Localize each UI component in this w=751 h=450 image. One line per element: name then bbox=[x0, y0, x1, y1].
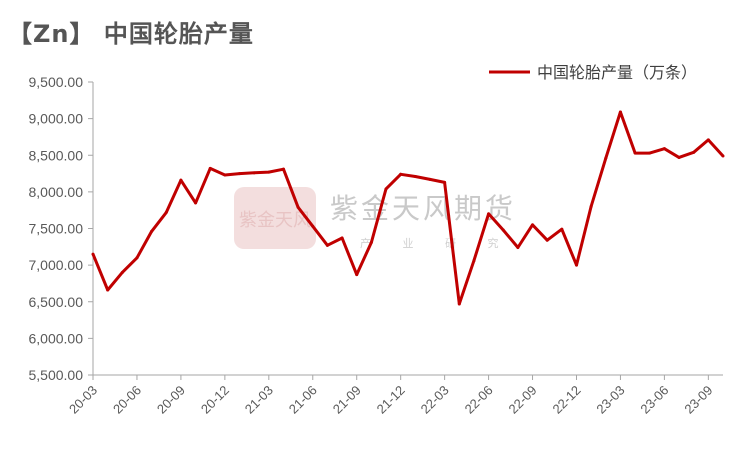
x-tick-label: 20-12 bbox=[198, 383, 232, 417]
data-point bbox=[706, 138, 710, 142]
data-point bbox=[135, 256, 139, 260]
y-tick-label: 9,500.00 bbox=[29, 74, 84, 90]
data-point bbox=[531, 223, 535, 227]
legend-label: 中国轮胎产量（万条） bbox=[537, 63, 697, 82]
data-point bbox=[252, 171, 256, 175]
data-point bbox=[618, 110, 622, 114]
data-point bbox=[208, 166, 212, 170]
data-point bbox=[545, 238, 549, 242]
x-tick-label: 23-03 bbox=[593, 383, 627, 417]
y-tick-label: 8,500.00 bbox=[29, 147, 84, 163]
data-point bbox=[91, 252, 95, 256]
y-tick-label: 6,000.00 bbox=[29, 330, 84, 346]
x-tick-label: 22-12 bbox=[549, 383, 583, 417]
y-tick-label: 7,000.00 bbox=[29, 257, 84, 273]
data-point bbox=[560, 227, 564, 231]
watermark-logo-text: 紫金天风 bbox=[239, 210, 311, 231]
x-tick-label: 21-06 bbox=[286, 383, 320, 417]
data-point bbox=[311, 224, 315, 228]
x-tick-label: 22-06 bbox=[462, 383, 496, 417]
data-point bbox=[384, 187, 388, 191]
data-point bbox=[238, 172, 242, 176]
x-tick-label: 20-09 bbox=[154, 383, 188, 417]
data-point bbox=[281, 167, 285, 171]
data-point bbox=[604, 156, 608, 160]
data-point bbox=[194, 201, 198, 205]
data-point bbox=[501, 228, 505, 232]
series-layer bbox=[91, 110, 725, 306]
data-point bbox=[457, 302, 461, 306]
data-point bbox=[106, 288, 110, 292]
data-point bbox=[677, 155, 681, 159]
page-title: 【Zn】 中国轮胎产量 bbox=[8, 20, 254, 48]
data-point bbox=[692, 150, 696, 154]
data-point bbox=[355, 273, 359, 277]
series-line bbox=[91, 110, 725, 306]
watermark-tagline: 产 业 研 究 bbox=[360, 236, 513, 250]
x-tick-label: 21-12 bbox=[374, 383, 408, 417]
data-point bbox=[369, 240, 373, 244]
x-tick-label: 22-03 bbox=[418, 383, 452, 417]
data-point bbox=[662, 147, 666, 151]
x-tick-label: 23-09 bbox=[681, 383, 715, 417]
data-point bbox=[633, 151, 637, 155]
x-tick-label: 21-09 bbox=[330, 383, 364, 417]
data-point bbox=[443, 180, 447, 184]
data-point bbox=[487, 212, 491, 216]
x-tick-label: 20-03 bbox=[66, 383, 100, 417]
data-point bbox=[721, 154, 725, 158]
data-point bbox=[472, 259, 476, 263]
x-tick-label: 22-09 bbox=[506, 383, 540, 417]
data-point bbox=[399, 172, 403, 176]
x-axis: 20-03 20-06 20-09 20-12 21-03 21-06 21-09 21-12… bbox=[66, 374, 723, 417]
x-tick-label: 21-03 bbox=[242, 383, 276, 417]
data-point bbox=[150, 229, 154, 233]
watermark: 紫金天风 紫金天风期货 产 业 研 究 bbox=[234, 187, 516, 250]
data-point bbox=[340, 236, 344, 240]
y-tick-label: 9,000.00 bbox=[29, 111, 84, 127]
data-point bbox=[325, 243, 329, 247]
watermark-brand: 紫金天风期货 bbox=[330, 192, 516, 225]
y-tick-label: 7,500.00 bbox=[29, 221, 84, 237]
data-point bbox=[589, 205, 593, 209]
data-point bbox=[164, 210, 168, 214]
data-point bbox=[179, 178, 183, 182]
legend: 中国轮胎产量（万条） bbox=[489, 63, 697, 82]
data-point bbox=[267, 170, 271, 174]
data-point bbox=[296, 205, 300, 209]
data-point bbox=[516, 246, 520, 250]
y-axis: 5,500.00 6,000.00 6,500.00 7,000.00 7,500.00… bbox=[29, 74, 94, 383]
data-point bbox=[120, 270, 124, 274]
data-point bbox=[428, 177, 432, 181]
x-tick-label: 20-06 bbox=[110, 383, 144, 417]
y-tick-label: 5,500.00 bbox=[29, 367, 84, 383]
data-point bbox=[223, 173, 227, 177]
y-tick-label: 8,000.00 bbox=[29, 184, 84, 200]
y-tick-label: 6,500.00 bbox=[29, 294, 84, 310]
x-tick-label: 23-06 bbox=[637, 383, 671, 417]
data-point bbox=[574, 263, 578, 267]
data-point bbox=[648, 151, 652, 155]
data-point bbox=[413, 174, 417, 178]
